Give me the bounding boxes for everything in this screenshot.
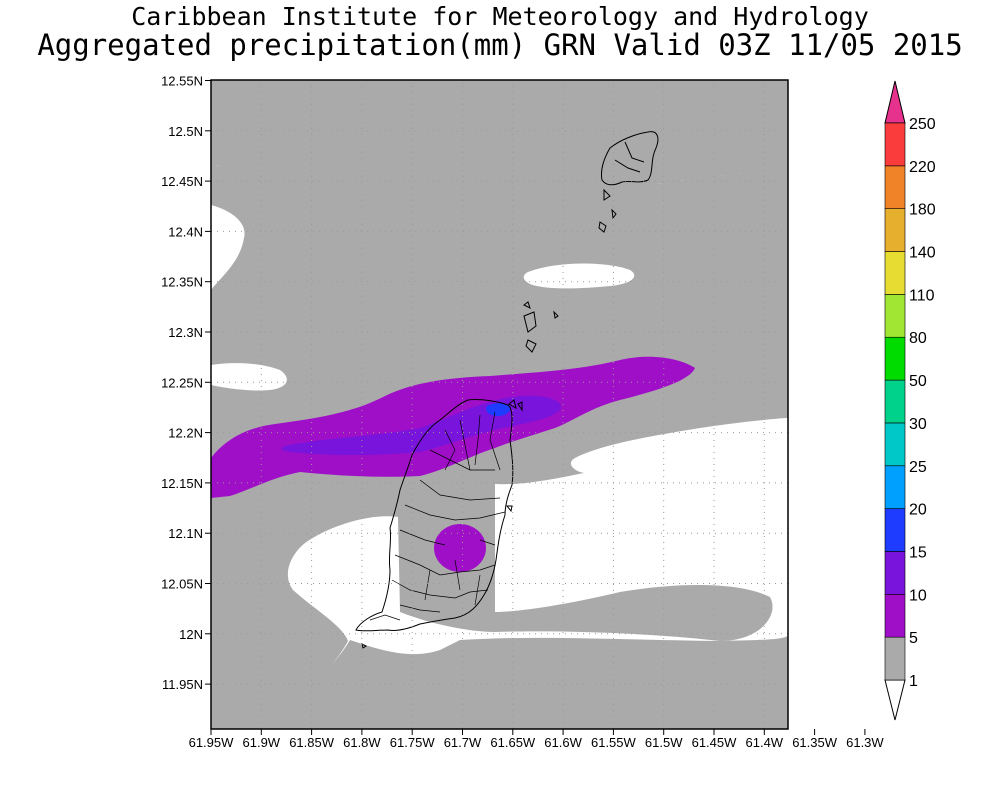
colorbar-over-triangle xyxy=(884,80,906,124)
lat-tick-label: 12.15N xyxy=(161,476,203,491)
colorbar-label: 25 xyxy=(909,459,927,476)
carriacou-islands xyxy=(361,131,659,649)
map-axes: 12.55N 12.5N 12.45N 12.4N 12.35N 12.3N 12.25N 1… xyxy=(161,74,884,751)
lat-tick-label: 12.55N xyxy=(161,74,203,89)
lat-tick-label: 11.95N xyxy=(162,677,203,692)
lon-tick-label: 61.7W xyxy=(444,735,482,750)
colorbar-label: 50 xyxy=(909,373,927,390)
lat-tick-label: 12N xyxy=(179,627,203,642)
parish-boundaries xyxy=(369,411,506,621)
colorbar-label: 140 xyxy=(909,245,936,262)
colorbar-bin xyxy=(884,208,906,252)
colorbar-bin xyxy=(884,294,906,338)
lat-tick-label: 12.4N xyxy=(168,224,203,239)
lat-tick-label: 12.3N xyxy=(168,325,203,340)
colorbar-bin xyxy=(884,165,906,209)
colorbar-label: 10 xyxy=(909,587,927,604)
chart-subtitle: Aggregated precipitation(mm) GRN Valid 0… xyxy=(37,28,963,62)
colorbar-label: 250 xyxy=(909,116,936,133)
colorbar-bin xyxy=(884,251,906,295)
lat-tick-label: 12.5N xyxy=(168,124,203,139)
colorbar-bin xyxy=(884,508,906,552)
colorbar-bin xyxy=(884,336,906,381)
lon-tick-label: 61.35W xyxy=(792,735,838,750)
colorbar-label: 5 xyxy=(909,630,918,647)
colorbar-label: 180 xyxy=(909,202,936,219)
lon-tick-label: 61.45W xyxy=(692,735,738,750)
colorbar-label: 110 xyxy=(909,287,935,304)
lon-tick-label: 61.95W xyxy=(189,735,235,750)
colorbar-bin xyxy=(884,422,906,467)
colorbar-label: 220 xyxy=(909,159,936,176)
colorbar-label: 80 xyxy=(909,330,927,347)
dry-pocket-north xyxy=(523,263,635,289)
colorbar-bin xyxy=(884,551,906,595)
lat-tick-label: 12.35N xyxy=(161,275,203,290)
lon-tick-label: 61.75W xyxy=(390,735,436,750)
lat-tick-label: 12.45N xyxy=(161,174,203,189)
colorbar-bin xyxy=(884,379,906,424)
lon-tick-label: 61.4W xyxy=(746,735,784,750)
lat-tick-label: 12.1N xyxy=(168,526,203,541)
colorbar-bin xyxy=(884,636,906,681)
lat-tick-label: 12.05N xyxy=(161,577,203,592)
precip-15-20mm-spot xyxy=(486,403,511,416)
lat-tick-label: 12.25N xyxy=(161,375,203,390)
colorbar-label: 20 xyxy=(909,502,927,519)
lat-tick-label: 12.2N xyxy=(168,426,203,441)
graticule xyxy=(211,80,788,729)
lon-tick-label: 61.8W xyxy=(343,735,381,750)
precip-1-5mm-lower-band xyxy=(211,636,788,729)
precip-5-10mm-blob xyxy=(434,524,486,572)
lon-tick-label: 61.65W xyxy=(490,735,536,750)
lon-tick-label: 61.5W xyxy=(645,735,683,750)
grenada-island-outline xyxy=(355,399,514,632)
lon-tick-label: 61.6W xyxy=(544,735,582,750)
colorbar-bin xyxy=(884,594,906,638)
lon-tick-label: 61.55W xyxy=(591,735,637,750)
colorbar-label: 1 xyxy=(909,673,918,690)
lon-tick-label: 61.9W xyxy=(243,735,281,750)
lon-tick-label: 61.85W xyxy=(289,735,335,750)
map-frame xyxy=(210,79,789,730)
colorbar-under-triangle xyxy=(884,679,906,721)
colorbar-bin xyxy=(884,122,906,167)
chart-title: Caribbean Institute for Meteorology and … xyxy=(131,2,869,31)
colorbar-bin xyxy=(884,465,906,509)
colorbar-label: 15 xyxy=(909,544,927,561)
colorbar-label: 30 xyxy=(909,416,927,433)
lon-tick-label: 61.3W xyxy=(846,735,884,750)
